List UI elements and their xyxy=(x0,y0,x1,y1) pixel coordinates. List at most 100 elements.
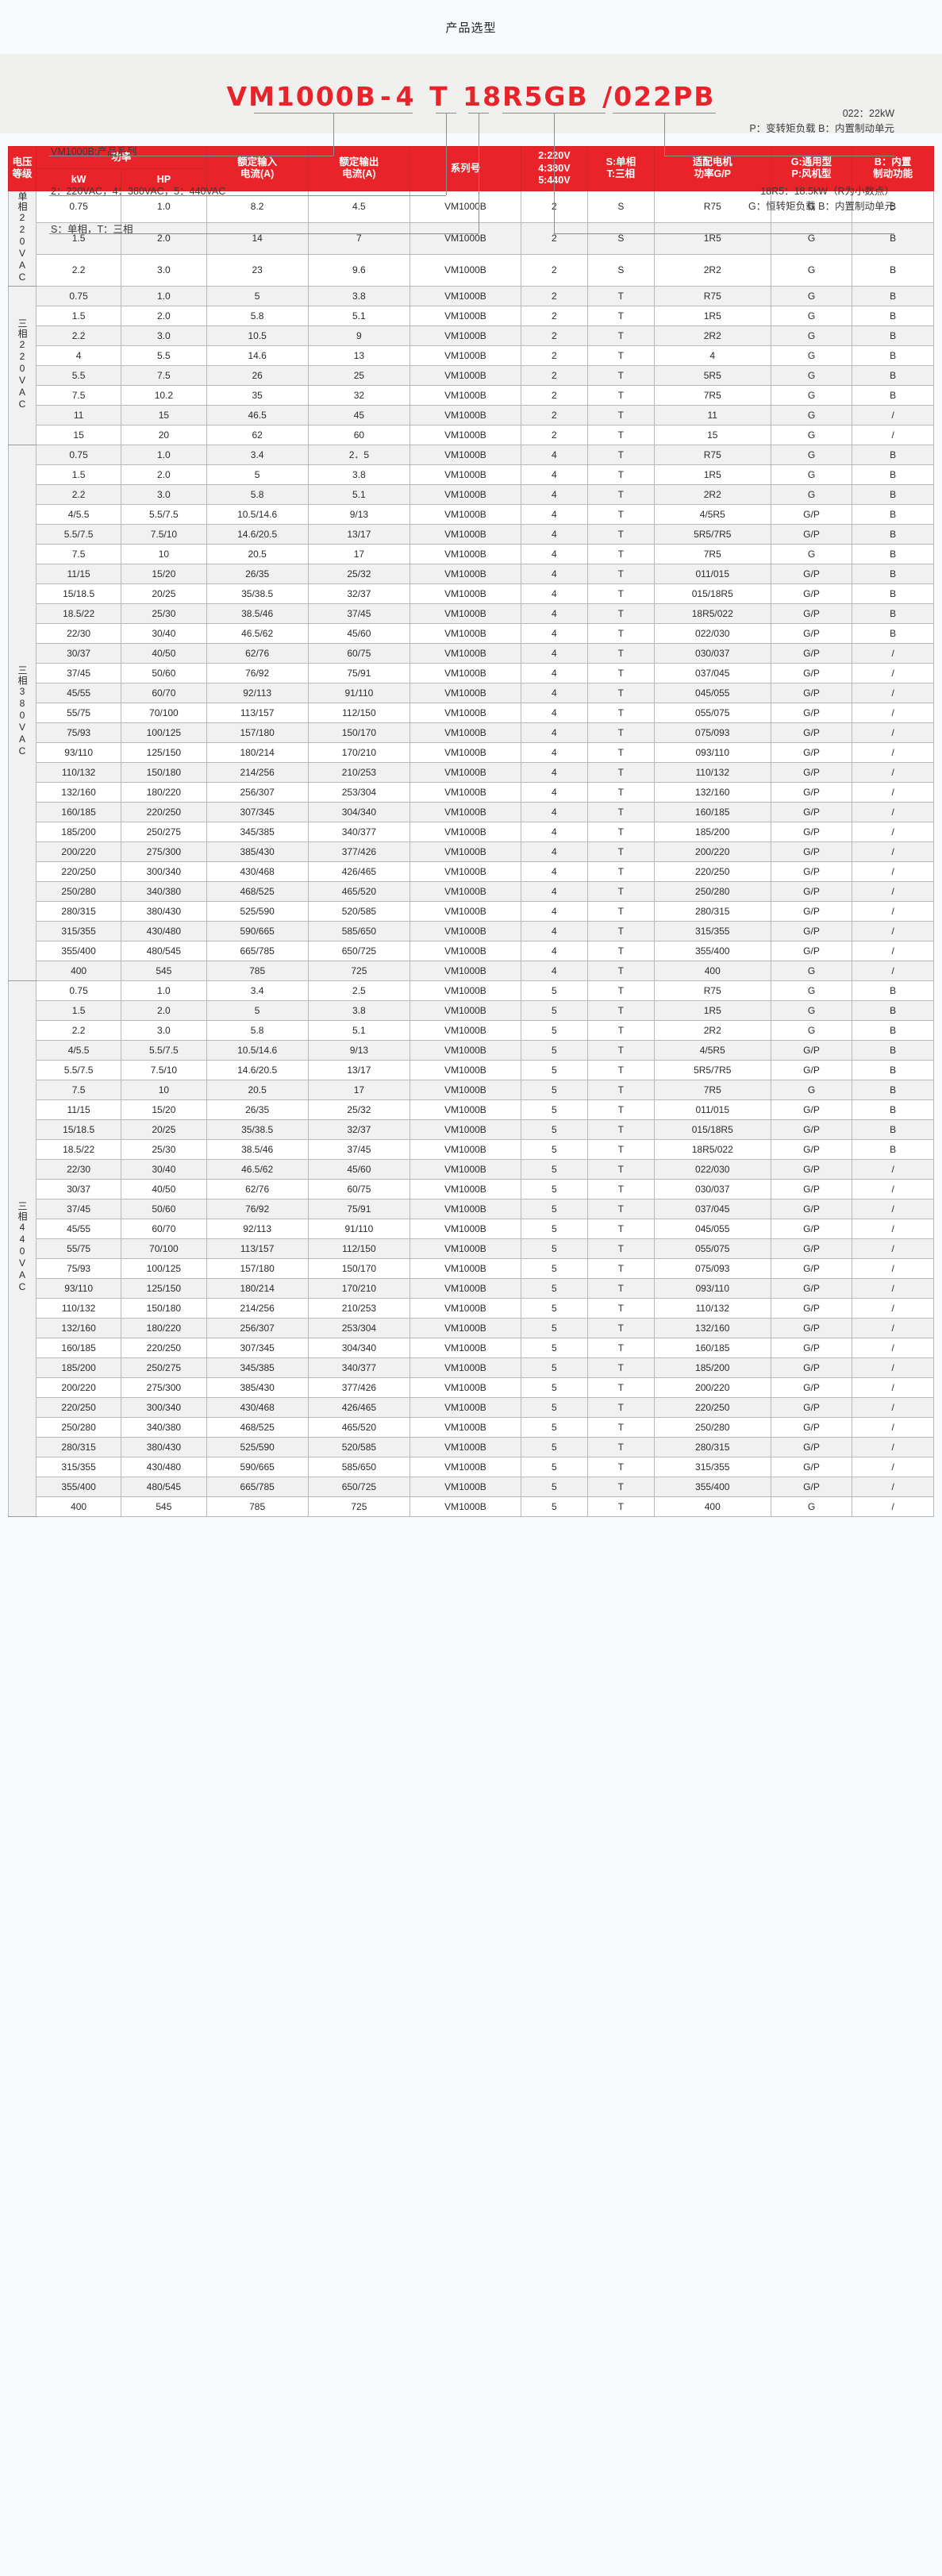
table-row: 11 15 46.5 45 VM1000B 2 T 11 G / xyxy=(9,404,934,425)
cell-voltage-code: 5 xyxy=(520,1357,588,1378)
cell-voltage-code: 4 xyxy=(520,543,588,564)
cell-voltage-code: 5 xyxy=(520,980,588,1001)
cell-rated-output: 37/45 xyxy=(307,1138,411,1160)
cell-type-code: G/P xyxy=(770,801,853,822)
cell-voltage-code: 5 xyxy=(520,1496,588,1517)
cell-phase-code: T xyxy=(586,503,655,525)
cell-series-no: VM1000B xyxy=(409,1138,521,1160)
cell-voltage-code: 4 xyxy=(520,821,588,842)
cell-kw: 1.5 xyxy=(35,305,122,326)
cell-rated-output: 75/91 xyxy=(307,662,411,683)
table-row: 315/355 430/480 590/665 585/650 VM1000B 4 T 315… xyxy=(9,920,934,941)
cell-series-no: VM1000B xyxy=(409,1317,521,1338)
cell-phase-code: T xyxy=(586,305,655,326)
cell-phase-code: T xyxy=(586,1019,655,1041)
cell-hp: 430/480 xyxy=(121,920,207,941)
cell-phase-code: T xyxy=(586,1476,655,1497)
cell-rated-input: 468/525 xyxy=(206,880,309,902)
cell-type-code: G/P xyxy=(770,1277,853,1299)
annotation-voltage: 2：220VAC，4：380VAC，5：440VAC xyxy=(51,184,225,199)
cell-hp: 125/150 xyxy=(121,1277,207,1299)
cell-type-code: G/P xyxy=(770,1416,853,1438)
cell-kw: 15/18.5 xyxy=(35,583,122,604)
cell-brake: / xyxy=(852,1337,934,1358)
cell-voltage-code: 2 xyxy=(520,384,588,406)
cell-phase-code: T xyxy=(586,364,655,386)
cell-phase-code: T xyxy=(586,841,655,862)
cell-brake: B xyxy=(852,622,934,644)
cell-kw: 2.2 xyxy=(35,253,122,287)
cell-type-code: G/P xyxy=(770,1317,853,1338)
table-row: 93/110 125/150 180/214 170/210 VM1000B 4 T 093/… xyxy=(9,741,934,763)
cell-series-no: VM1000B xyxy=(409,1099,521,1120)
cell-type-code: G/P xyxy=(770,861,853,882)
cell-rated-input: 157/180 xyxy=(206,1257,309,1279)
cell-kw: 55/75 xyxy=(35,1238,122,1259)
table-row: 160/185 220/250 307/345 304/340 VM1000B 4 T 160… xyxy=(9,801,934,822)
cell-kw: 280/315 xyxy=(35,900,122,922)
cell-brake: / xyxy=(852,940,934,961)
cell-brake: / xyxy=(852,1158,934,1180)
table-row: 5.5 7.5 26 25 VM1000B 2 T 5R5 G B xyxy=(9,364,934,386)
cell-brake: / xyxy=(852,1357,934,1378)
cell-phase-code: T xyxy=(586,622,655,644)
cell-brake: / xyxy=(852,960,934,981)
cell-rated-input: 590/665 xyxy=(206,1456,309,1477)
cell-series-no: VM1000B xyxy=(409,1257,521,1279)
cell-hp: 380/430 xyxy=(121,900,207,922)
cell-rated-input: 20.5 xyxy=(206,543,309,564)
cell-hp: 20 xyxy=(121,424,207,445)
cell-rated-output: 5.1 xyxy=(307,483,411,505)
cell-voltage-code: 5 xyxy=(520,1317,588,1338)
cell-rated-output: 650/725 xyxy=(307,940,411,961)
cell-brake: / xyxy=(852,880,934,902)
cell-brake: / xyxy=(852,761,934,783)
table-row: 1.5 2.0 14 7 VM1000B 2 S 1R5 G B xyxy=(9,221,934,255)
cell-phase-code: T xyxy=(586,801,655,822)
table-row: 11/15 15/20 26/35 25/32 VM1000B 4 T 011/015 G/P B xyxy=(9,563,934,584)
cell-motor-power: 220/250 xyxy=(653,861,771,882)
cell-kw: 1.5 xyxy=(35,464,122,485)
cell-hp: 20/25 xyxy=(121,1119,207,1140)
table-row: 37/45 50/60 76/92 75/91 VM1000B 4 T 037/045 G/P / xyxy=(9,662,934,683)
cell-series-no: VM1000B xyxy=(409,940,521,961)
cell-rated-output: 45/60 xyxy=(307,622,411,644)
cell-series-no: VM1000B xyxy=(409,384,521,406)
cell-hp: 2.0 xyxy=(121,221,207,255)
cell-rated-input: 10.5/14.6 xyxy=(206,503,309,525)
cell-rated-output: 3.8 xyxy=(307,999,411,1021)
cell-voltage-code: 5 xyxy=(520,1039,588,1061)
cell-voltage-code: 5 xyxy=(520,1079,588,1100)
cell-series-no: VM1000B xyxy=(409,702,521,723)
cell-rated-output: 253/304 xyxy=(307,1317,411,1338)
cell-type-code: G xyxy=(770,464,853,485)
cell-rated-output: 75/91 xyxy=(307,1198,411,1219)
cell-motor-power: 132/160 xyxy=(653,781,771,803)
cell-rated-output: 170/210 xyxy=(307,741,411,763)
cell-hp: 250/275 xyxy=(121,1357,207,1378)
voltage-group-label-text: 单相220VAC xyxy=(16,191,28,283)
cell-rated-input: 180/214 xyxy=(206,1277,309,1299)
cell-hp: 300/340 xyxy=(121,861,207,882)
cell-phase-code: T xyxy=(586,642,655,664)
cell-rated-input: 214/256 xyxy=(206,1297,309,1319)
cell-kw: 22/30 xyxy=(35,622,122,644)
cell-phase-code: T xyxy=(586,761,655,783)
table-row: 5.5/7.5 7.5/10 14.6/20.5 13/17 VM1000B 4 T 5R5/… xyxy=(9,523,934,545)
table-row: 30/37 40/50 62/76 60/75 VM1000B 5 T 030/037 G/P / xyxy=(9,1178,934,1199)
cell-hp: 20/25 xyxy=(121,583,207,604)
cell-rated-output: 340/377 xyxy=(307,821,411,842)
model-code-diagram: VM1000B -4 T 18R5GB /022PB VM1000B:产品系列 xyxy=(0,54,942,235)
cell-phase-code: T xyxy=(586,821,655,842)
cell-brake: B xyxy=(852,583,934,604)
table-row: 三相220VAC 0.75 1.0 5 3.8 VM1000B 2 T R75 G B xyxy=(8,285,934,445)
cell-hp: 5.5/7.5 xyxy=(121,503,207,525)
cell-motor-power: 15 xyxy=(653,424,771,445)
cell-kw: 2.2 xyxy=(35,1019,122,1041)
table-row: 355/400 480/545 665/785 650/725 VM1000B 4 T 355… xyxy=(9,940,934,961)
cell-brake: B xyxy=(852,305,934,326)
cell-series-no: VM1000B xyxy=(409,1416,521,1438)
cell-type-code: G xyxy=(770,960,853,981)
cell-type-code: G xyxy=(770,543,853,564)
cell-motor-power: 022/030 xyxy=(653,1158,771,1180)
